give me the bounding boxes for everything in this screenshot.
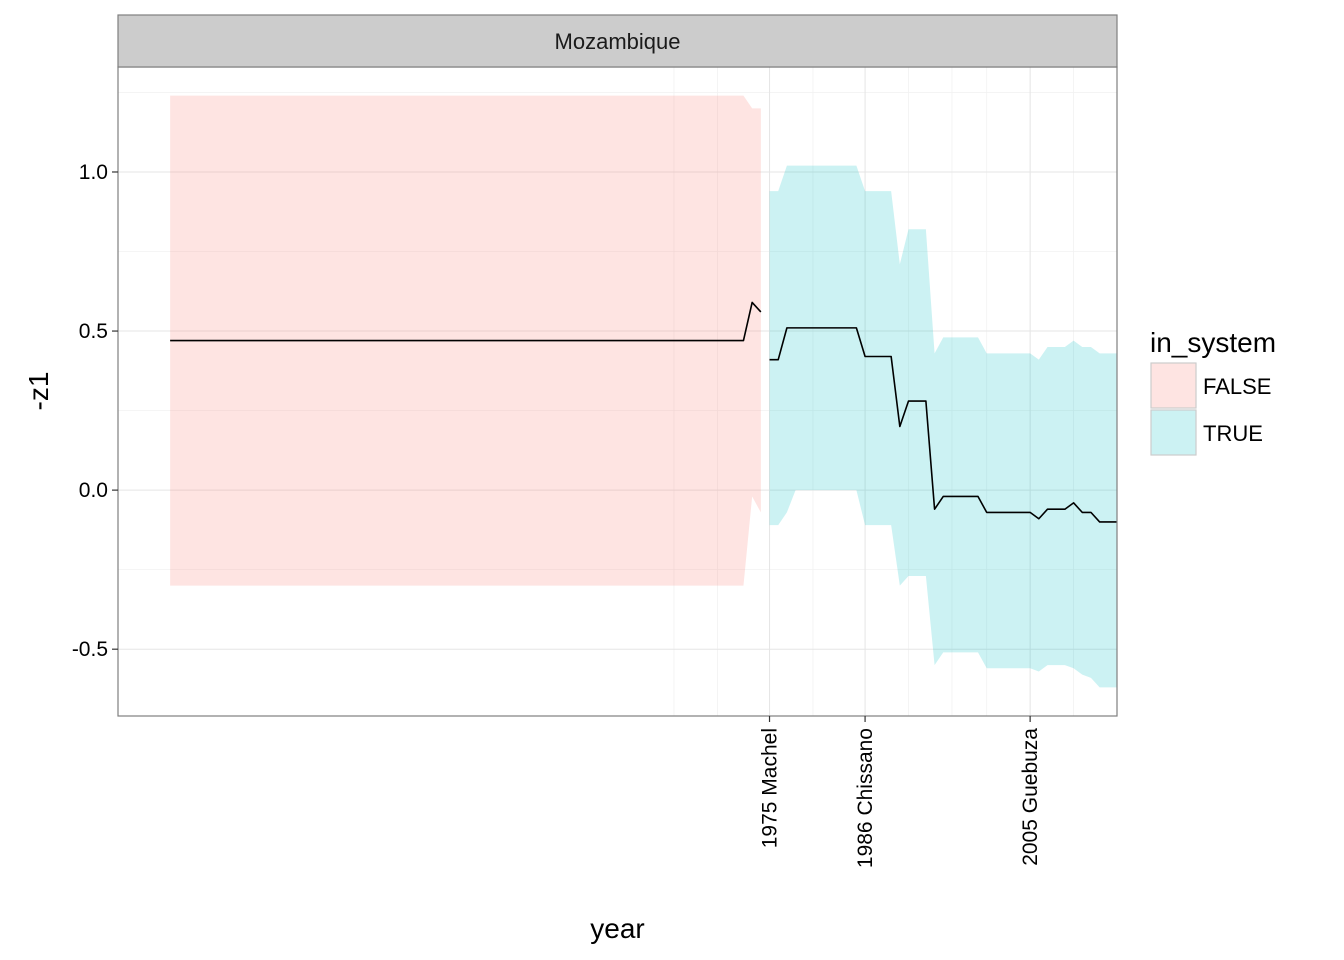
x-tick-label: 1975 Machel <box>759 728 782 848</box>
facet-strip-label: Mozambique <box>555 29 681 54</box>
y-axis: -0.5 0.0 0.5 1.0 <box>72 161 118 661</box>
ribbon-true <box>769 165 1117 688</box>
legend-title: in_system <box>1150 327 1276 358</box>
series-line-true <box>769 327 1117 523</box>
legend: in_system FALSE TRUE <box>1150 327 1276 456</box>
legend-label: TRUE <box>1203 421 1263 446</box>
legend-keys: FALSE TRUE <box>1150 362 1271 456</box>
x-tick-label: 2005 Guebuza <box>1019 728 1042 866</box>
facet-strip: Mozambique <box>117 14 1118 68</box>
x-axis-title: year <box>590 913 644 944</box>
y-tick-label: 0.0 <box>79 479 108 502</box>
facet-strip-background <box>117 14 1118 68</box>
y-tick-label: 0.5 <box>79 320 108 343</box>
major-gridlines <box>118 67 1117 716</box>
y-axis-title: -z1 <box>23 372 54 411</box>
x-tick-label: 1986 Chissano <box>854 728 877 868</box>
series-lines <box>170 301 1117 523</box>
series-line-false <box>170 301 762 342</box>
legend-key-false <box>1150 362 1197 409</box>
legend-label: FALSE <box>1203 374 1271 399</box>
legend-key-true <box>1150 409 1197 456</box>
minor-gridlines <box>118 67 1117 716</box>
x-axis: 1975 Machel 1986 Chissano 2005 Guebuza <box>759 716 1042 868</box>
y-tick-label: 1.0 <box>79 161 108 184</box>
plot-panel <box>117 66 1118 717</box>
y-tick-label: -0.5 <box>72 638 108 661</box>
panel-background <box>118 67 1117 716</box>
